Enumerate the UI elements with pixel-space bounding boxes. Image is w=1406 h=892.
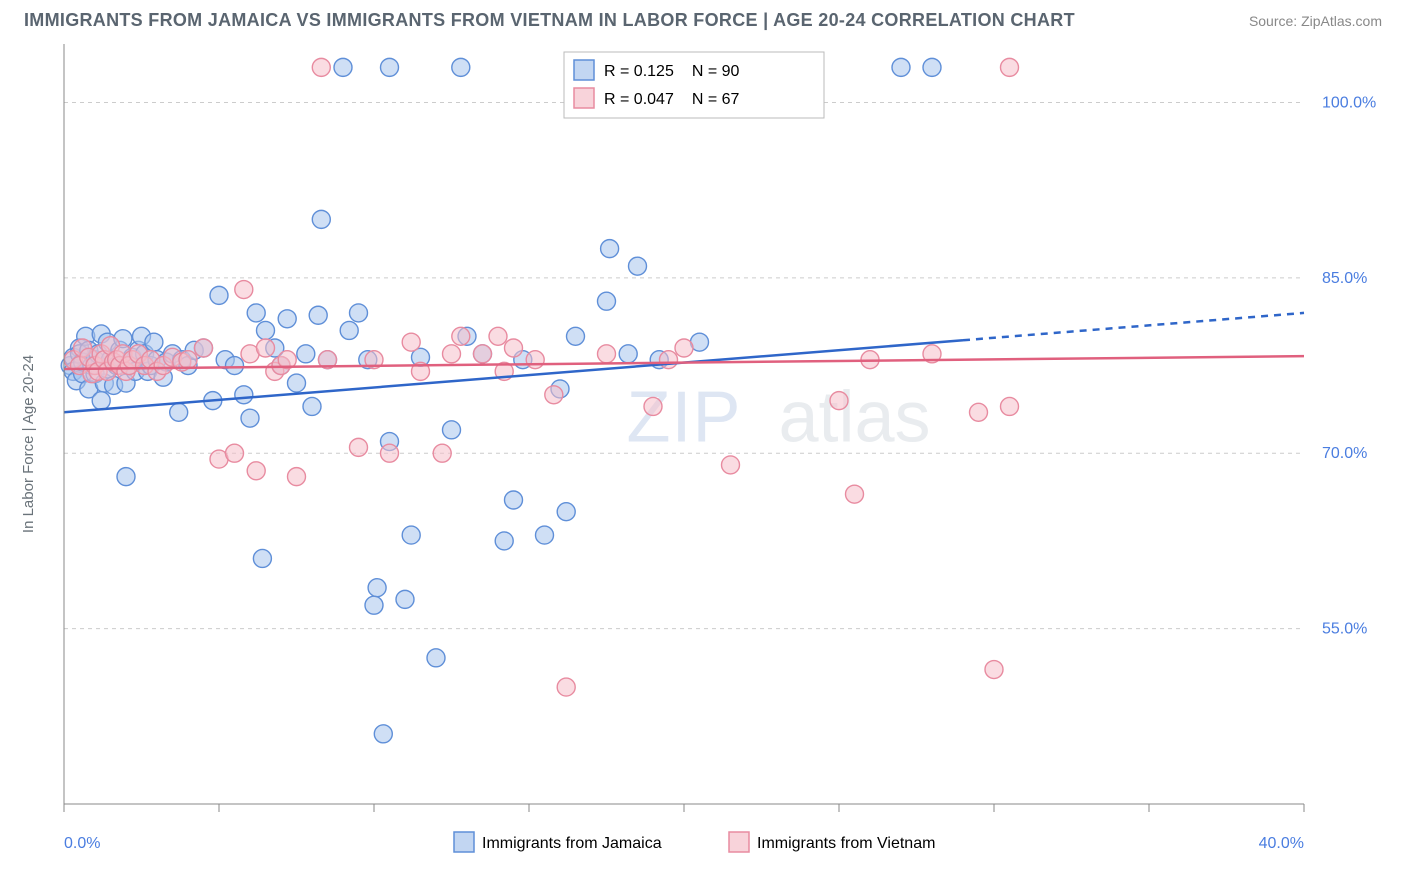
chart-area: In Labor Force | Age 20-24 55.0%70.0%85.… (24, 44, 1382, 844)
svg-text:0.0%: 0.0% (64, 835, 100, 852)
chart-title: IMMIGRANTS FROM JAMAICA VS IMMIGRANTS FR… (24, 10, 1075, 31)
svg-text:R = 0.125N = 90: R = 0.125N = 90 (604, 63, 740, 80)
svg-text:Immigrants from Vietnam: Immigrants from Vietnam (757, 835, 935, 852)
header: IMMIGRANTS FROM JAMAICA VS IMMIGRANTS FR… (0, 0, 1406, 39)
svg-text:85.0%: 85.0% (1322, 270, 1367, 287)
svg-text:atlas: atlas (778, 378, 930, 458)
svg-text:Immigrants from Jamaica: Immigrants from Jamaica (482, 835, 662, 852)
svg-text:40.0%: 40.0% (1259, 835, 1304, 852)
svg-text:100.0%: 100.0% (1322, 94, 1376, 111)
svg-text:70.0%: 70.0% (1322, 445, 1367, 462)
svg-text:55.0%: 55.0% (1322, 621, 1367, 638)
scatter-chart: 55.0% 70.0% 85.0% 100.0% ZIP atlas 0.0% 40.0% R … (24, 44, 1382, 864)
svg-text:ZIP: ZIP (626, 378, 741, 458)
source-attribution: Source: ZipAtlas.com (1249, 13, 1382, 29)
y-axis-label: In Labor Force | Age 20-24 (20, 355, 37, 533)
svg-text:R = 0.047N = 67: R = 0.047N = 67 (604, 91, 740, 108)
